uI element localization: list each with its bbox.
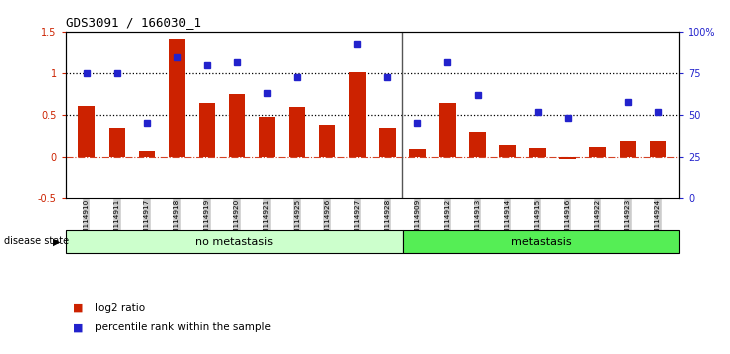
Bar	[259, 117, 275, 156]
Bar	[403, 230, 679, 253]
Bar	[109, 127, 125, 156]
Text: log2 ratio: log2 ratio	[95, 303, 145, 313]
Bar	[439, 103, 456, 156]
Bar	[199, 103, 215, 156]
Bar	[139, 151, 155, 156]
Text: percentile rank within the sample: percentile rank within the sample	[95, 322, 271, 332]
Bar	[409, 149, 426, 156]
Text: disease state: disease state	[4, 236, 69, 246]
Bar	[379, 127, 396, 156]
Bar	[469, 132, 485, 156]
Bar	[349, 72, 366, 156]
Bar	[169, 39, 185, 156]
Bar	[66, 230, 403, 253]
Bar	[589, 148, 606, 156]
Bar	[79, 106, 95, 156]
Bar	[228, 94, 245, 156]
Bar	[529, 148, 546, 156]
Text: ■: ■	[73, 322, 83, 332]
Text: ■: ■	[73, 303, 83, 313]
Bar	[620, 141, 636, 156]
Text: GDS3091 / 166030_1: GDS3091 / 166030_1	[66, 16, 201, 29]
Text: metastasis: metastasis	[510, 236, 572, 247]
Text: no metastasis: no metastasis	[196, 236, 273, 247]
Bar	[650, 141, 666, 156]
Bar	[319, 125, 336, 156]
Bar	[499, 145, 516, 156]
Bar	[559, 156, 576, 159]
Text: ▶: ▶	[53, 236, 60, 246]
Bar	[289, 107, 305, 156]
